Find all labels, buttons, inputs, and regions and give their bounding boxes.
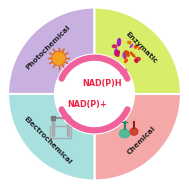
Ellipse shape xyxy=(112,45,117,48)
Ellipse shape xyxy=(123,52,125,57)
Ellipse shape xyxy=(138,47,140,50)
Wedge shape xyxy=(94,94,181,180)
Ellipse shape xyxy=(136,58,140,61)
Ellipse shape xyxy=(117,39,121,46)
Ellipse shape xyxy=(127,52,128,54)
Text: Photochemical: Photochemical xyxy=(24,24,71,70)
Ellipse shape xyxy=(111,59,114,64)
Wedge shape xyxy=(8,8,94,94)
Text: Electrochemical: Electrochemical xyxy=(23,116,73,166)
Ellipse shape xyxy=(128,41,131,44)
Text: Enzymatic: Enzymatic xyxy=(124,30,158,64)
Wedge shape xyxy=(8,94,94,180)
Ellipse shape xyxy=(130,44,133,47)
Text: NAD(P)+: NAD(P)+ xyxy=(67,100,107,109)
Text: NAD(P)H: NAD(P)H xyxy=(82,79,122,88)
Ellipse shape xyxy=(125,59,127,62)
Ellipse shape xyxy=(135,59,138,62)
Ellipse shape xyxy=(115,49,117,55)
Ellipse shape xyxy=(124,53,126,59)
Circle shape xyxy=(55,55,134,133)
Ellipse shape xyxy=(115,53,119,56)
Ellipse shape xyxy=(117,51,119,55)
Ellipse shape xyxy=(125,51,129,56)
Wedge shape xyxy=(94,8,181,94)
Ellipse shape xyxy=(130,128,138,135)
Circle shape xyxy=(52,51,66,65)
Text: Chemical: Chemical xyxy=(126,125,156,156)
Ellipse shape xyxy=(119,129,130,138)
Ellipse shape xyxy=(135,45,137,48)
Ellipse shape xyxy=(130,52,135,57)
